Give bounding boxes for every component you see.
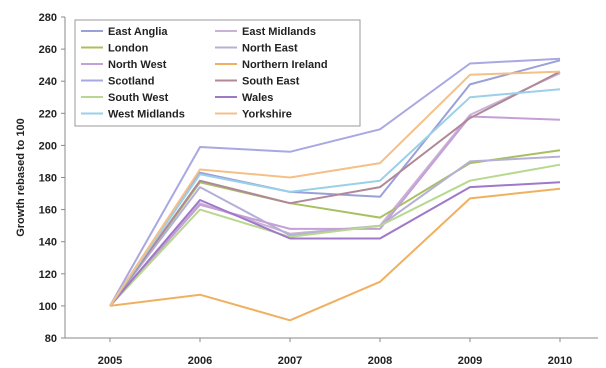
y-tick-label: 200 [39,140,57,152]
series-line-8 [109,163,561,307]
x-tick-label: 2006 [188,355,212,367]
series-line-6 [109,57,561,307]
series-lines [109,57,561,322]
x-tick-label: 2009 [458,355,482,367]
x-tick-label: 2008 [368,355,392,367]
y-tick-label: 220 [39,108,57,120]
legend-label: East Midlands [242,26,316,38]
series-line-10 [109,88,561,307]
legend-label: South East [242,76,300,88]
series-line-9 [109,181,561,307]
y-tick-label: 260 [39,44,57,56]
y-tick-label: 100 [39,301,57,313]
y-tick-label: 180 [39,173,57,185]
legend-label: North West [108,59,167,71]
y-tick-label: 160 [39,205,57,217]
y-tick-label: 240 [39,76,57,88]
series-line-4 [109,115,561,307]
legend-label: Northern Ireland [242,59,328,71]
legend-label: East Anglia [108,26,168,38]
legend-label: Scotland [108,76,154,88]
series-line-5 [109,187,561,322]
legend-label: London [108,43,149,55]
y-tick-label: 80 [45,333,57,345]
y-axis-title: Growth rebased to 100 [15,118,27,237]
series-line-7 [109,70,561,307]
legend-label: Wales [242,92,273,104]
legend-label: South West [108,92,169,104]
x-tick-label: 2010 [548,355,572,367]
legend-label: North East [242,43,298,55]
x-tick-label: 2007 [278,355,302,367]
x-tick-label: 2005 [98,355,122,367]
y-tick-label: 280 [39,12,57,24]
legend-label: Yorkshire [242,109,292,121]
legend-box [74,19,361,127]
legend-label: West Midlands [108,109,185,121]
y-tick-label: 140 [39,237,57,249]
y-tick-label: 120 [39,269,57,281]
legend: East Anglia East Midlands London North East… [74,19,361,127]
axes: 80 100 120 140 160 180 200 220 240 260 280 2005 2006… [39,12,598,367]
series-line-11 [109,70,561,307]
